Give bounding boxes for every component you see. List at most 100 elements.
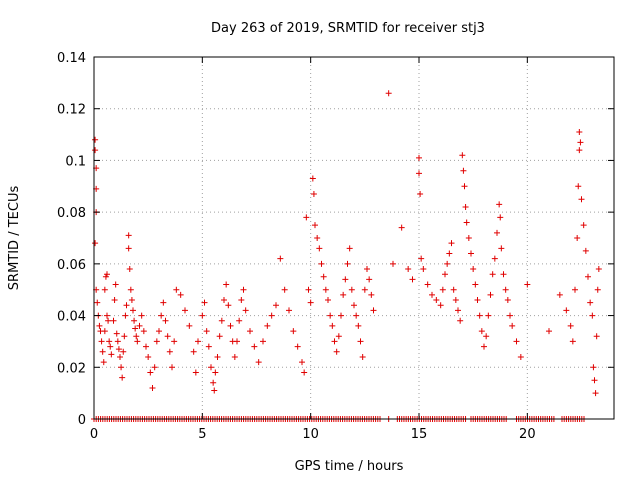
data-point <box>301 369 308 376</box>
data-point <box>594 286 601 293</box>
data-point <box>140 328 147 335</box>
data-point <box>462 203 469 210</box>
data-point <box>149 384 156 391</box>
data-point <box>309 175 316 182</box>
data-point <box>569 338 576 345</box>
data-point <box>94 299 101 306</box>
data-point <box>223 281 230 288</box>
data-point <box>595 266 602 273</box>
data-point <box>509 322 516 329</box>
y-tick-label: 0.08 <box>57 206 86 221</box>
data-point <box>290 328 297 335</box>
data-point <box>182 307 188 314</box>
data-point <box>572 286 578 293</box>
y-tick-label: 0.02 <box>57 361 86 376</box>
data-point <box>357 338 364 345</box>
data-point <box>476 312 483 319</box>
data-point <box>470 266 477 273</box>
x-tick-label: 20 <box>519 427 536 442</box>
data-point <box>102 273 109 280</box>
data-point <box>448 240 455 247</box>
data-point <box>100 359 107 366</box>
data-point <box>120 348 127 355</box>
data-point <box>133 333 140 340</box>
data-point <box>255 359 262 366</box>
data-point <box>344 260 351 267</box>
data-point <box>481 343 487 350</box>
data-point <box>113 330 120 337</box>
data-point <box>585 273 591 280</box>
data-point <box>474 297 481 304</box>
data-point <box>494 229 500 236</box>
data-point <box>338 312 344 319</box>
data-point <box>195 338 201 345</box>
data-point <box>238 297 245 304</box>
data-point <box>502 286 509 293</box>
data-point <box>281 286 288 293</box>
data-point <box>587 299 594 306</box>
data-point <box>459 152 466 159</box>
data-point <box>101 328 108 335</box>
data-point <box>460 167 467 174</box>
data-point <box>190 348 197 355</box>
data-point <box>578 196 585 203</box>
y-tick-label: 0 <box>78 413 86 428</box>
data-point <box>524 281 531 288</box>
data-point <box>331 338 338 345</box>
data-point <box>353 312 360 319</box>
data-point <box>231 353 238 360</box>
data-point <box>210 379 217 386</box>
data-point <box>131 317 138 324</box>
data-point <box>203 328 210 335</box>
x-axis-label: GPS time / hours <box>295 459 404 474</box>
data-point <box>351 302 357 309</box>
data-point <box>216 333 223 340</box>
data-point <box>208 364 214 371</box>
data-point <box>433 297 440 304</box>
data-point <box>348 286 355 293</box>
y-tick-label: 0.12 <box>57 103 86 118</box>
data-point <box>593 333 600 340</box>
data-point <box>368 291 375 298</box>
data-point <box>335 333 342 340</box>
data-point <box>92 147 99 154</box>
data-point <box>125 245 132 252</box>
x-tick-label: 15 <box>411 427 428 442</box>
y-tick-label: 0.14 <box>57 51 86 66</box>
data-point <box>556 291 563 298</box>
data-point <box>325 297 331 304</box>
axis-ticks: 0 0.02 0.04 0.06 0.08 0.1 0.12 0.14 0 5 10 15 20 <box>57 51 614 442</box>
data-point <box>134 338 141 345</box>
data-point <box>227 322 234 329</box>
y-tick-label: 0.1 <box>65 154 86 169</box>
data-point <box>478 328 485 335</box>
data-point <box>366 276 373 283</box>
data-point <box>92 136 99 143</box>
data-point <box>121 333 128 340</box>
data-point <box>444 260 451 267</box>
data-point <box>591 377 598 384</box>
plot-frame <box>93 56 615 420</box>
data-point <box>236 317 243 324</box>
data-point <box>169 364 175 371</box>
data-point <box>333 348 340 355</box>
data-point <box>468 250 474 257</box>
data-point <box>322 286 329 293</box>
data-point <box>405 266 412 273</box>
data-point <box>151 364 158 371</box>
data-point <box>127 286 134 293</box>
y-tick-label: 0.06 <box>57 258 86 273</box>
data-point <box>385 90 392 97</box>
data-point <box>101 286 108 293</box>
data-point <box>576 147 583 154</box>
data-point <box>592 390 599 397</box>
data-point <box>420 266 427 273</box>
data-point <box>128 297 135 304</box>
data-point <box>115 346 122 353</box>
data-point <box>164 333 171 340</box>
data-point <box>496 201 503 208</box>
data-point <box>136 322 143 329</box>
data-point <box>497 214 504 221</box>
data-point <box>145 353 152 360</box>
data-point <box>153 338 160 345</box>
